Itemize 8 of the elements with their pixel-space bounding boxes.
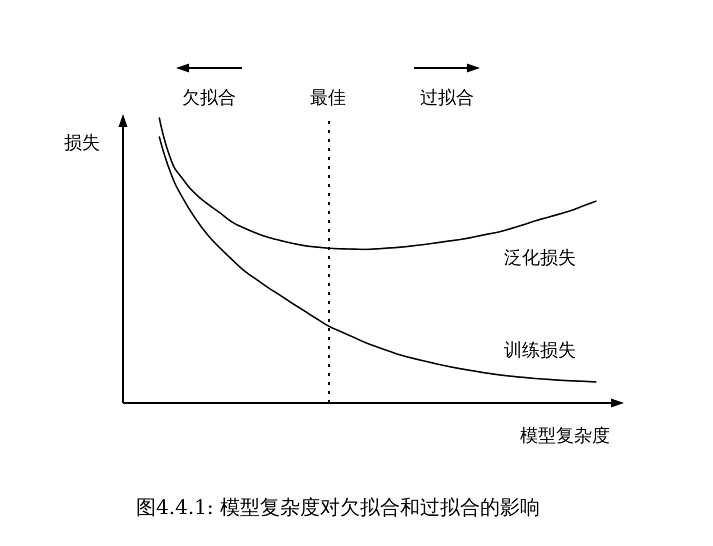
x-axis-title: 模型复杂度	[520, 426, 610, 446]
series-label: 泛化损失	[504, 247, 576, 268]
text: 过拟合	[420, 88, 474, 108]
text: 欠拟合	[182, 88, 236, 108]
series-label: 训练损失	[504, 340, 576, 361]
caption: 图4.4.1: 模型复杂度对欠拟合和过拟合的影响	[136, 495, 540, 519]
y-axis-title: 损失	[64, 132, 100, 154]
text: 最佳	[310, 88, 346, 108]
